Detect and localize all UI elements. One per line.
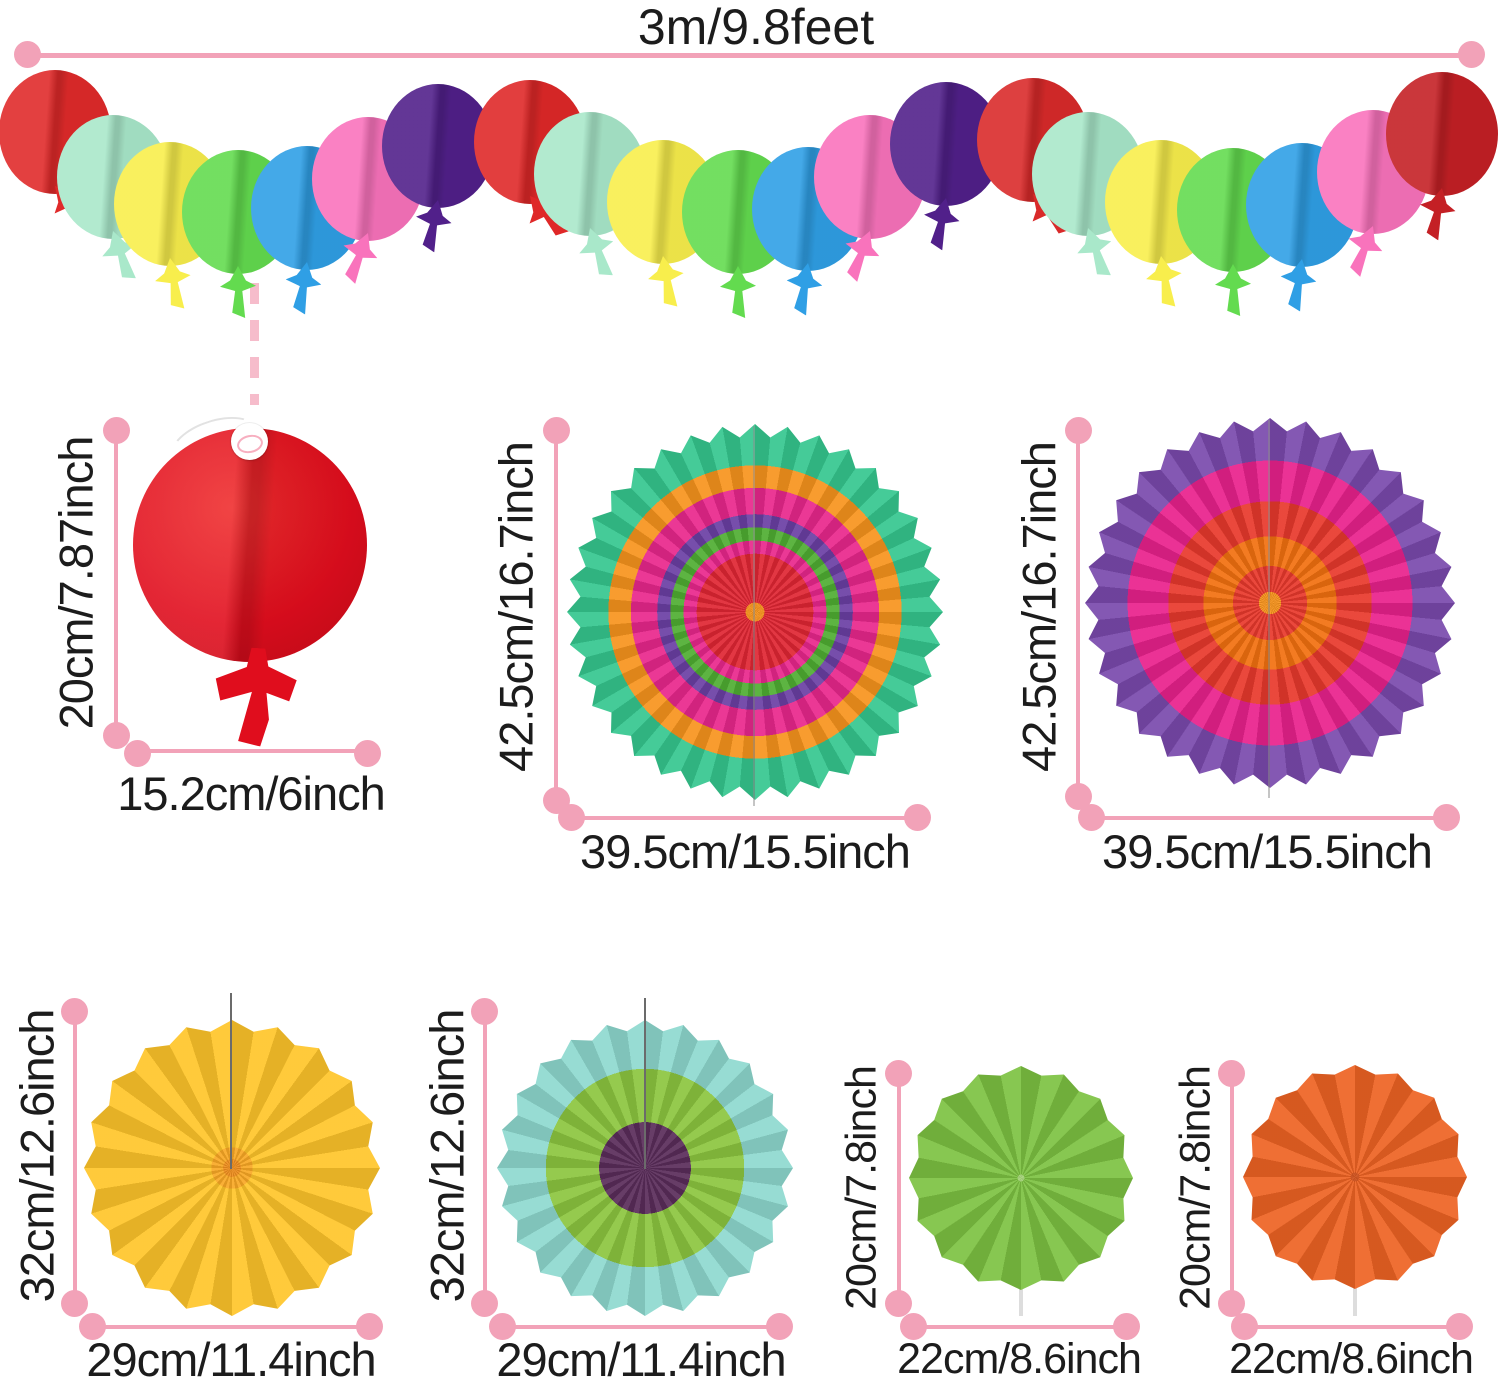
- measure-dot: [103, 417, 130, 444]
- garland-balloon: [890, 82, 1002, 206]
- fan3-height-label: 32cm/12.6inch: [10, 1009, 64, 1303]
- balloon-width-label: 15.2cm/6inch: [117, 767, 386, 820]
- measure-dot: [885, 1290, 912, 1317]
- fan2-height-line: [1076, 430, 1080, 796]
- fan1-width-line: [572, 816, 918, 820]
- fan4-width-label: 29cm/11.4inch: [496, 1333, 786, 1386]
- measure-dot: [900, 1313, 927, 1340]
- fan1-width-label: 39.5cm/15.5inch: [580, 825, 911, 878]
- measure-dot: [885, 1060, 912, 1087]
- measure-dot: [79, 1313, 106, 1340]
- fan3-height-line: [73, 1012, 77, 1304]
- balloon-crease: [1386, 72, 1498, 196]
- fan4-height-line: [483, 1012, 487, 1304]
- fan2-height-label: 42.5cm/16.7inch: [1012, 442, 1066, 772]
- fan4-hanging-string: [644, 998, 646, 1169]
- fan2-center-seam: [1268, 420, 1270, 798]
- garland-length-label: 3m/9.8feet: [637, 0, 875, 55]
- fan2-width-line: [1092, 816, 1447, 820]
- callout-dashed-line: [250, 283, 259, 405]
- measure-dot: [1078, 804, 1105, 831]
- balloon-height-line: [114, 430, 118, 735]
- fan3-width-line: [93, 1325, 370, 1329]
- fan6-width-line: [1245, 1325, 1460, 1329]
- measure-dot: [1433, 804, 1460, 831]
- paper-fan-orange: [1243, 1065, 1467, 1289]
- fan4-width-line: [503, 1325, 780, 1329]
- fan1-height-line: [554, 430, 558, 798]
- measure-dot: [1218, 1290, 1245, 1317]
- balloon-crease: [133, 428, 367, 662]
- measure-dot: [61, 998, 88, 1025]
- paper-fan-purple: [1085, 418, 1455, 788]
- fan6-height-line: [1230, 1074, 1234, 1304]
- measure-dot: [1113, 1313, 1140, 1340]
- fan3-hanging-string: [230, 993, 232, 1169]
- measure-dot: [471, 1290, 498, 1317]
- fan4-height-label: 32cm/12.6inch: [420, 1009, 474, 1303]
- measure-dot: [354, 740, 381, 767]
- fan1-center-seam: [753, 426, 755, 806]
- tag-logo-mark: [234, 431, 266, 457]
- fan1-height-label: 42.5cm/16.7inch: [489, 442, 543, 772]
- fan5-width-line: [914, 1325, 1127, 1329]
- balloon-height-label: 20cm/7.87inch: [49, 436, 103, 730]
- balloon-width-line: [137, 749, 367, 753]
- measure-dot: [124, 740, 151, 767]
- fan2-width-label: 39.5cm/15.5inch: [1102, 825, 1433, 878]
- red-balloon-cutout: [133, 428, 367, 662]
- measure-dot: [14, 41, 41, 68]
- measure-dot: [1218, 1060, 1245, 1087]
- measure-dot: [471, 998, 498, 1025]
- measure-dot: [489, 1313, 516, 1340]
- measure-dot: [904, 804, 931, 831]
- measure-dot: [103, 722, 130, 749]
- garland-measure-line: [28, 53, 1472, 58]
- fan3-width-label: 29cm/11.4inch: [86, 1333, 376, 1386]
- measure-dot: [766, 1313, 793, 1340]
- measure-dot: [61, 1290, 88, 1317]
- fan6-height-label: 20cm/7.8inch: [1171, 1066, 1220, 1310]
- balloon-paper-tag: [231, 423, 268, 460]
- measure-dot: [1446, 1313, 1473, 1340]
- fan5-width-label: 22cm/8.6inch: [897, 1335, 1142, 1383]
- fan5-height-line: [897, 1074, 901, 1304]
- measure-dot: [1065, 417, 1092, 444]
- measure-dot: [1231, 1313, 1258, 1340]
- measure-dot: [356, 1313, 383, 1340]
- balloon-tail: [720, 266, 756, 318]
- paper-fan-green: [909, 1066, 1133, 1290]
- measure-dot: [543, 417, 570, 444]
- fan5-height-label: 20cm/7.8inch: [837, 1066, 886, 1310]
- garland-balloon: [1386, 72, 1498, 196]
- measure-dot: [558, 804, 585, 831]
- fan6-width-label: 22cm/8.6inch: [1229, 1335, 1474, 1383]
- balloon-tail: [1215, 264, 1251, 316]
- measure-dot: [1458, 41, 1485, 68]
